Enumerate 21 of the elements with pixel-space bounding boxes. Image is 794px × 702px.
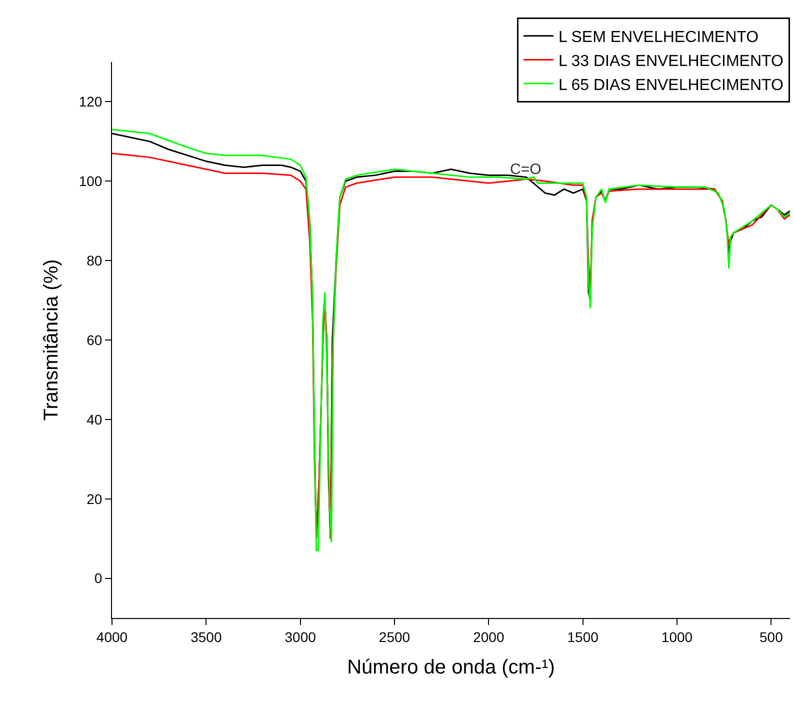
x-tick-label: 2500 (378, 628, 410, 645)
x-tick-label: 4000 (96, 628, 128, 645)
x-tick-label: 3500 (190, 628, 222, 645)
x-axis-title: Número de onda (cm-¹) (347, 656, 555, 678)
y-axis-title: Transmitância (%) (40, 259, 62, 421)
y-tick-label: 120 (78, 94, 102, 110)
legend-label: L 65 DIAS ENVELHECIMENTO (558, 76, 784, 94)
legend-label: L 33 DIAS ENVELHECIMENTO (558, 52, 784, 70)
y-tick-label: 60 (86, 332, 102, 348)
x-tick-label: 3000 (284, 628, 316, 645)
x-tick-label: 1000 (661, 628, 693, 645)
y-tick-label: 0 (94, 570, 102, 586)
x-tick-label: 2000 (473, 628, 504, 645)
x-tick-label: 1500 (567, 628, 599, 645)
y-tick-label: 40 (86, 411, 102, 428)
y-tick-label: 100 (78, 173, 102, 190)
y-tick-label: 20 (86, 490, 102, 507)
legend-label: L SEM ENVELHECIMENTO (558, 29, 759, 46)
x-tick-label: 500 (759, 628, 784, 645)
y-tick-label: 80 (86, 252, 102, 268)
annotation: C=O (510, 161, 542, 178)
